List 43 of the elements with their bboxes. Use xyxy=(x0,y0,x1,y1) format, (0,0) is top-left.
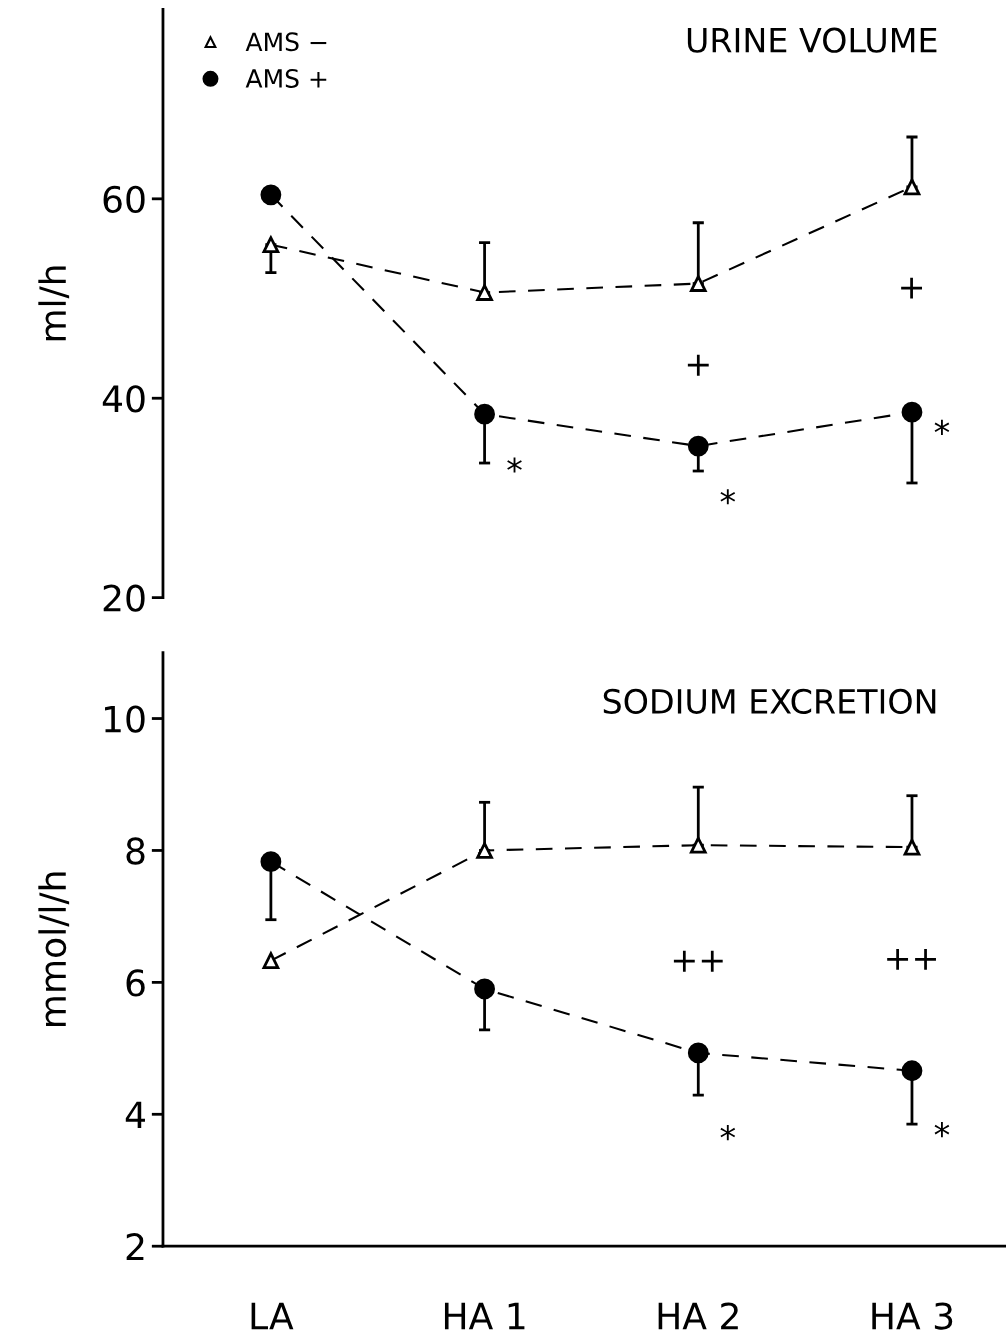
point xyxy=(689,836,707,854)
annotation: ++ xyxy=(887,948,936,970)
point xyxy=(903,838,921,856)
annotation: * xyxy=(720,489,736,505)
y-axis-title: mmol/l/h xyxy=(38,872,70,1026)
point xyxy=(476,284,493,301)
chart-title: URINE VOLUME xyxy=(687,27,937,53)
y-axis-title: ml/h xyxy=(38,266,70,341)
y-tick-label: 60 xyxy=(103,185,145,214)
annotation: + xyxy=(901,277,923,299)
point xyxy=(687,435,709,457)
y-tick-label: 8 xyxy=(126,837,145,865)
point xyxy=(689,275,707,292)
text: SODIUM EXCRETION xyxy=(603,688,936,714)
annotation: * xyxy=(934,419,950,435)
x-tick-label: HA 3 xyxy=(872,1302,953,1330)
legend-label: AMS − xyxy=(245,32,327,52)
annotation: * xyxy=(934,1122,950,1138)
point xyxy=(474,403,495,425)
point xyxy=(262,236,280,254)
annotation: ++ xyxy=(673,950,723,972)
point xyxy=(474,978,495,1000)
y-tick-label: 20 xyxy=(103,584,145,612)
point xyxy=(260,184,282,206)
y-tick-label: 2 xyxy=(126,1233,144,1260)
x-tick-label: LA xyxy=(251,1302,294,1330)
x-tick-label: HA 2 xyxy=(658,1302,738,1330)
y-tick-label: 40 xyxy=(102,385,145,413)
point xyxy=(262,952,280,969)
point xyxy=(476,842,493,859)
point xyxy=(901,1060,923,1082)
annotation: * xyxy=(720,1124,736,1141)
y-tick-label: 4 xyxy=(125,1101,145,1128)
point xyxy=(901,401,923,423)
y-tick-label: 6 xyxy=(126,969,145,997)
point xyxy=(687,1042,709,1064)
y-tick-label: 10 xyxy=(105,705,145,733)
annotation: + xyxy=(687,354,709,376)
annotation: * xyxy=(507,457,522,473)
point xyxy=(260,851,282,873)
point xyxy=(903,178,921,196)
x-tick-label: HA 1 xyxy=(444,1302,525,1330)
legend-label: AMS + xyxy=(245,69,327,88)
